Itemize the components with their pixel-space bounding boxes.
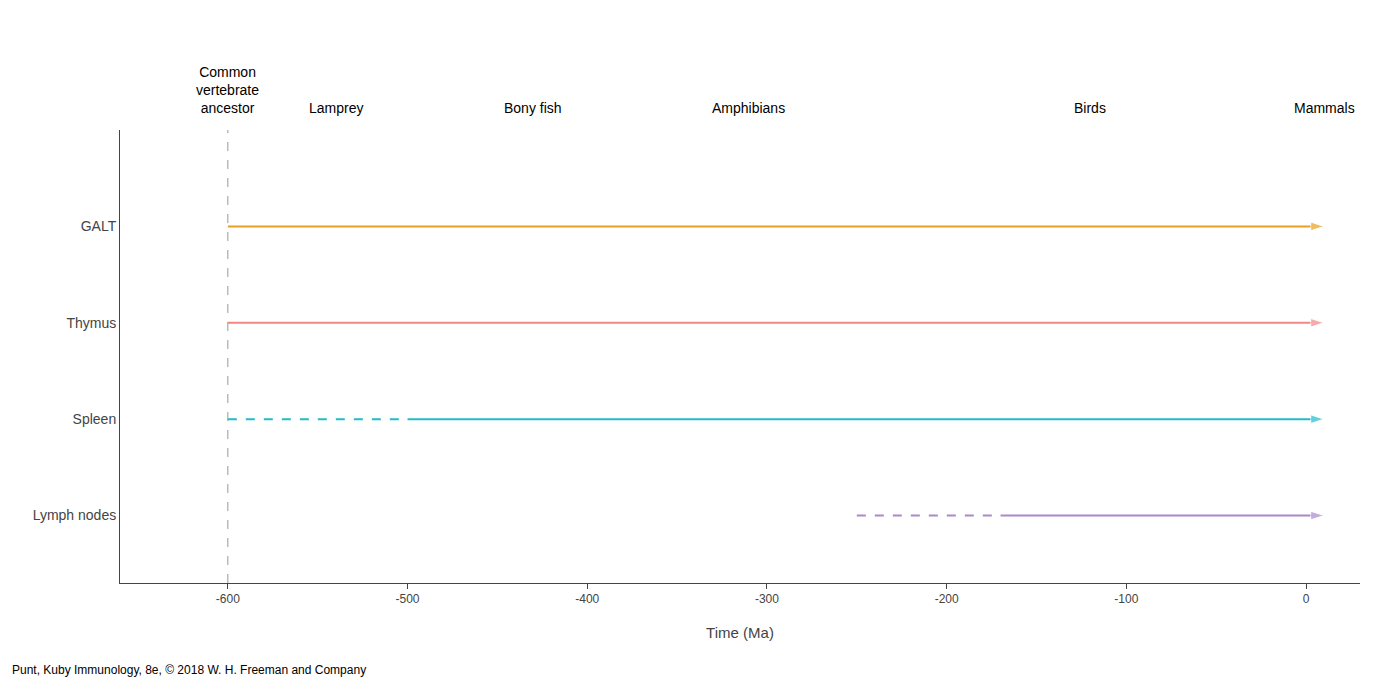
svg-text:Punt, Kuby Immunology, 8e, © 2: Punt, Kuby Immunology, 8e, © 2018 W. H. … [12,663,366,677]
svg-text:Birds: Birds [1074,100,1106,116]
svg-text:Time (Ma): Time (Ma) [706,624,774,641]
svg-text:Thymus: Thymus [66,315,116,331]
svg-text:GALT: GALT [81,218,117,234]
svg-text:Lamprey: Lamprey [309,100,363,116]
svg-text:Bony fish: Bony fish [504,100,562,116]
svg-text:0: 0 [1303,592,1310,606]
svg-text:Amphibians: Amphibians [712,100,785,116]
svg-text:Spleen: Spleen [73,411,117,427]
svg-text:Lymph nodes: Lymph nodes [33,507,117,523]
svg-text:-600: -600 [216,592,240,606]
svg-text:Commonvertebrateancestor: Commonvertebrateancestor [196,64,259,116]
svg-text:-100: -100 [1114,592,1138,606]
svg-text:Mammals: Mammals [1294,100,1355,116]
svg-text:-200: -200 [935,592,959,606]
svg-text:-500: -500 [396,592,420,606]
svg-text:-300: -300 [755,592,779,606]
svg-text:-400: -400 [575,592,599,606]
